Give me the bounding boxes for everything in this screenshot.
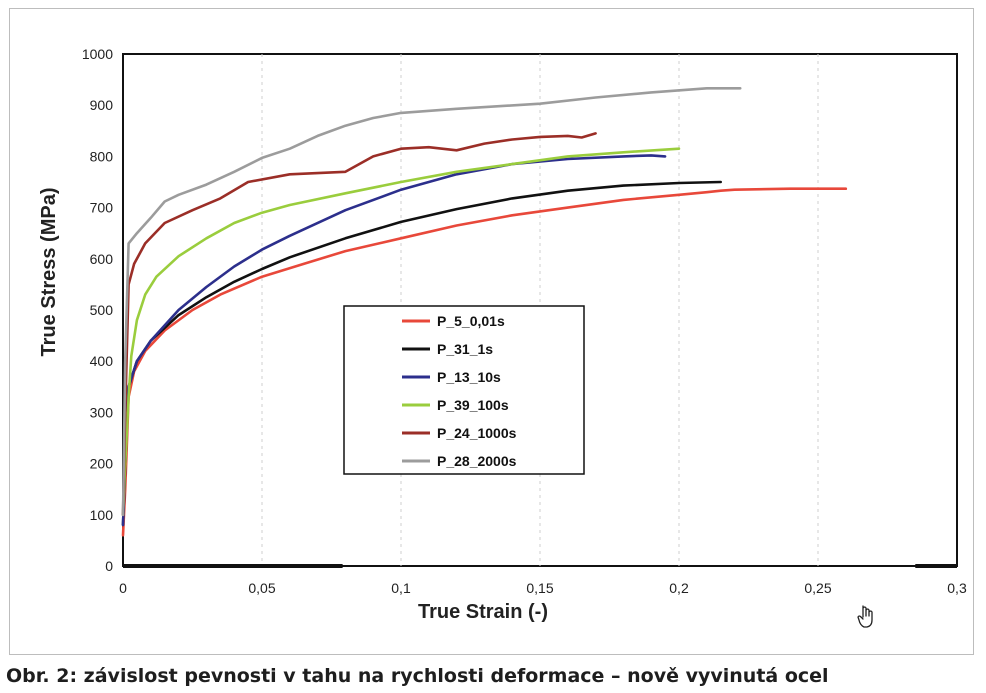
x-tick-label: 0,25 <box>804 580 831 596</box>
y-tick-label: 400 <box>90 353 114 369</box>
legend-label: P_31_1s <box>437 341 493 357</box>
y-tick-label: 0 <box>105 558 113 574</box>
y-tick-label: 600 <box>90 251 114 267</box>
series-line <box>121 187 848 537</box>
y-tick-label: 300 <box>90 404 114 420</box>
legend: P_5_0,01s P_31_1s P_13_10s P_39_100s P_24_10… <box>343 305 585 475</box>
x-tick-label: 0 <box>119 580 127 596</box>
y-tick-label: 100 <box>90 507 114 523</box>
legend-label: P_13_10s <box>437 369 501 385</box>
x-tick-label: 0,1 <box>391 580 411 596</box>
legend-label: P_5_0,01s <box>437 313 505 329</box>
y-tick-label: 800 <box>90 148 114 164</box>
series-line <box>121 147 681 517</box>
x-tick-labels: 0 0,05 0,1 0,15 0,2 0,25 0,3 <box>119 580 967 596</box>
y-tick-labels: 0 100 200 300 400 500 600 700 800 900 1000 <box>82 46 113 574</box>
y-tick-label: 1000 <box>82 46 113 62</box>
x-tick-label: 0,05 <box>248 580 275 596</box>
hand-cursor-icon <box>857 605 873 628</box>
legend-label: P_28_2000s <box>437 453 517 469</box>
series-lines <box>121 87 848 537</box>
figure-caption: Obr. 2: závislost pevnosti v tahu na ryc… <box>6 665 829 687</box>
y-tick-label: 700 <box>90 200 114 216</box>
grid-lines <box>261 54 819 566</box>
x-tick-label: 0,15 <box>526 580 553 596</box>
stress-strain-chart: 0 100 200 300 400 500 600 700 800 900 1000 0 0,05 0,… <box>38 46 967 623</box>
y-axis-label: True Stress (MPa) <box>38 188 60 357</box>
x-tick-label: 0,3 <box>947 580 967 596</box>
y-tick-label: 900 <box>90 97 114 113</box>
series-line <box>121 132 597 517</box>
legend-label: P_24_1000s <box>437 425 517 441</box>
legend-label: P_39_100s <box>437 397 509 413</box>
legend-box <box>343 305 585 475</box>
y-tick-label: 200 <box>90 456 114 472</box>
x-axis-label: True Strain (-) <box>418 601 548 623</box>
y-tick-label: 500 <box>90 302 114 318</box>
series-line <box>121 154 667 527</box>
x-tick-label: 0,2 <box>669 580 689 596</box>
series-line <box>121 87 742 517</box>
